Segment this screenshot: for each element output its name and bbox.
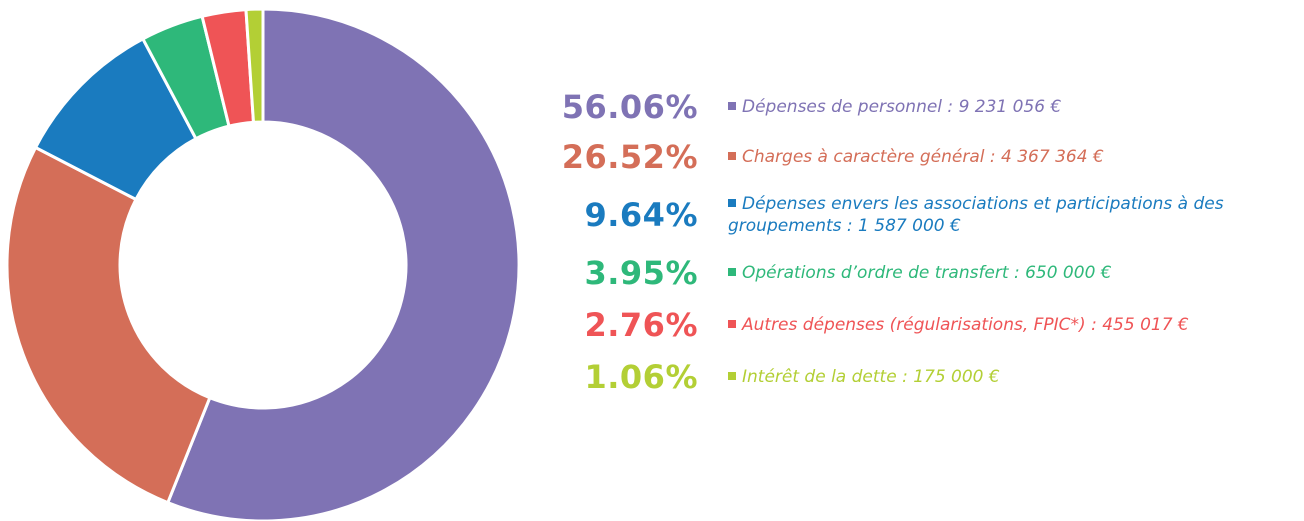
legend-text: Charges à caractère général : 4 367 364 … [742, 147, 1104, 167]
percent-label: 26.52% [561, 138, 698, 176]
donut-slice [5, 145, 212, 505]
legend-swatch [728, 152, 736, 160]
legend-text: Dépenses envers les associations et part… [728, 194, 1224, 236]
legend-row: 1.06% Intérêt de la dette : 175 000 € [520, 358, 1304, 396]
legend-swatch [728, 372, 736, 380]
legend-text: Dépenses de personnel : 9 231 056 € [742, 97, 1062, 117]
legend-text: Opérations d’ordre de transfert : 650 00… [742, 263, 1112, 283]
legend-label: Charges à caractère général : 4 367 364 … [728, 146, 1288, 168]
legend-row: 9.64% Dépenses envers les associations et… [520, 193, 1304, 237]
legend-label: Opérations d’ordre de transfert : 650 00… [728, 262, 1288, 284]
legend-row: 3.95% Opérations d’ordre de transfert : 6… [520, 254, 1304, 292]
percent-label: 56.06% [561, 88, 698, 126]
legend-row: 26.52% Charges à caractère général : 4 36… [520, 138, 1304, 176]
legend-label: Dépenses de personnel : 9 231 056 € [728, 96, 1288, 118]
donut-slice [244, 7, 265, 124]
legend-swatch [728, 102, 736, 110]
legend-label: Dépenses envers les associations et part… [728, 193, 1288, 237]
legend-label: Autres dépenses (régularisations, FPIC*)… [728, 314, 1288, 336]
legend-swatch [728, 268, 736, 276]
percent-label: 1.06% [584, 358, 698, 396]
percent-label: 2.76% [584, 306, 698, 344]
chart [5, 7, 520, 521]
legend-swatch [728, 199, 736, 207]
legend-swatch [728, 320, 736, 328]
legend-row: 56.06% Dépenses de personnel : 9 231 056 … [520, 88, 1304, 126]
percent-label: 3.95% [584, 254, 698, 292]
legend-row: 2.76% Autres dépenses (régularisations, F… [520, 306, 1304, 344]
legend-text: Autres dépenses (régularisations, FPIC*)… [742, 315, 1189, 335]
percent-label: 9.64% [584, 196, 698, 234]
legend-text: Intérêt de la dette : 175 000 € [742, 367, 1000, 387]
legend-label: Intérêt de la dette : 175 000 € [728, 366, 1288, 388]
